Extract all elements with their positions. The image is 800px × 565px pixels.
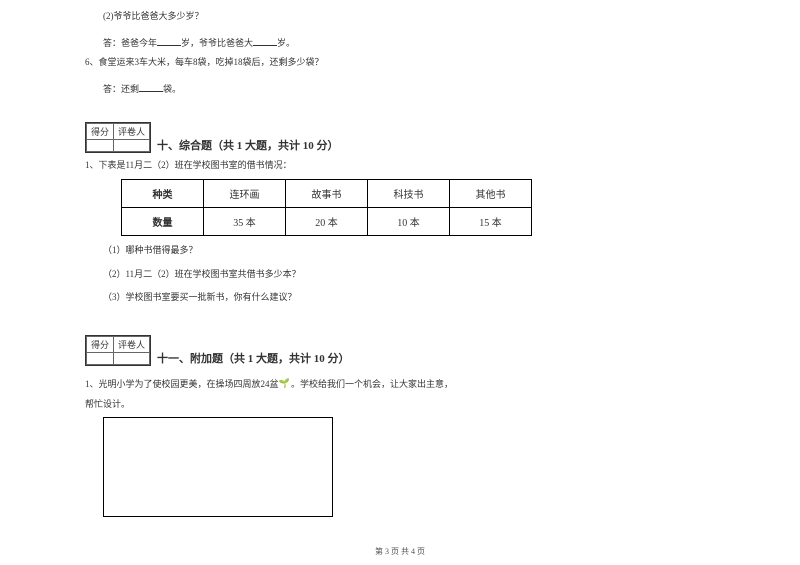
q2-ans-prefix: 答：爸爸今年 <box>103 38 157 48</box>
td-1: 20 本 <box>286 207 368 235</box>
q2-ans-mid: 岁，爷爷比爸爸大 <box>181 38 253 48</box>
s11-q1-a: 1、光明小学为了使校园更美，在操场四周放24盆 <box>85 379 281 389</box>
th-1: 连环画 <box>204 179 286 207</box>
q6: 6、食堂运来3车大米，每车8袋，吃掉18袋后，还剩多少袋？ <box>85 56 715 69</box>
th-0: 种类 <box>122 179 204 207</box>
blank[interactable] <box>253 36 277 46</box>
td-0: 35 本 <box>204 207 286 235</box>
th-2: 故事书 <box>286 179 368 207</box>
q2-ans-suffix: 岁。 <box>277 38 295 48</box>
q6-answer: 答：还剩 袋。 <box>85 82 715 96</box>
grader-blank[interactable] <box>114 352 150 364</box>
q2-sub: (2)爷爷比爸爸大多少岁？ <box>85 10 715 23</box>
score-blank[interactable] <box>87 352 114 364</box>
design-box[interactable] <box>103 417 333 517</box>
s11-q1-c: 帮忙设计。 <box>85 398 715 411</box>
th-4: 其他书 <box>450 179 532 207</box>
blank[interactable] <box>157 36 181 46</box>
score-col2: 评卷人 <box>114 124 150 140</box>
plant-icon <box>281 379 289 391</box>
s10-sub2: （2）11月二（2）班在学校图书室共借书多少本？ <box>85 268 715 281</box>
score-blank[interactable] <box>87 140 114 152</box>
score-box: 得分评卷人 <box>85 122 151 153</box>
page-footer: 第 3 页 共 4 页 <box>0 546 800 557</box>
td-3: 15 本 <box>450 207 532 235</box>
blank[interactable] <box>139 82 163 92</box>
th-3: 科技书 <box>368 179 450 207</box>
score-col1: 得分 <box>87 336 114 352</box>
score-col2: 评卷人 <box>114 336 150 352</box>
td-2: 10 本 <box>368 207 450 235</box>
s10-q1: 1、下表是11月二（2）班在学校图书室的借书情况： <box>85 159 715 172</box>
score-col1: 得分 <box>87 124 114 140</box>
table-header-row: 种类 连环画 故事书 科技书 其他书 <box>122 179 532 207</box>
section-10-header: 得分评卷人 十、综合题（共 1 大题，共计 10 分） <box>85 122 715 153</box>
section-10-title: 十、综合题（共 1 大题，共计 10 分） <box>157 137 339 153</box>
q2-answer: 答：爸爸今年 岁，爷爷比爸爸大 岁。 <box>85 36 715 50</box>
score-box: 得分评卷人 <box>85 335 151 366</box>
s10-sub3: （3）学校图书室要买一批新书，你有什么建议？ <box>85 291 715 304</box>
s10-sub1: （1）哪种书借得最多？ <box>85 244 715 257</box>
s11-q1: 1、光明小学为了使校园更美，在操场四周放24盆 。学校给我们一个机会，让大家出主… <box>85 378 715 391</box>
grader-blank[interactable] <box>114 140 150 152</box>
s11-q1-b: 。学校给我们一个机会，让大家出主意， <box>289 379 453 389</box>
table-data-row: 数量 35 本 20 本 10 本 15 本 <box>122 207 532 235</box>
section-11-header: 得分评卷人 十一、附加题（共 1 大题，共计 10 分） <box>85 335 715 366</box>
section-11-title: 十一、附加题（共 1 大题，共计 10 分） <box>157 350 350 366</box>
q6-ans-prefix: 答：还剩 <box>103 84 139 94</box>
row-label: 数量 <box>122 207 204 235</box>
book-table: 种类 连环画 故事书 科技书 其他书 数量 35 本 20 本 10 本 15 … <box>121 179 532 236</box>
q6-ans-suffix: 袋。 <box>163 84 181 94</box>
